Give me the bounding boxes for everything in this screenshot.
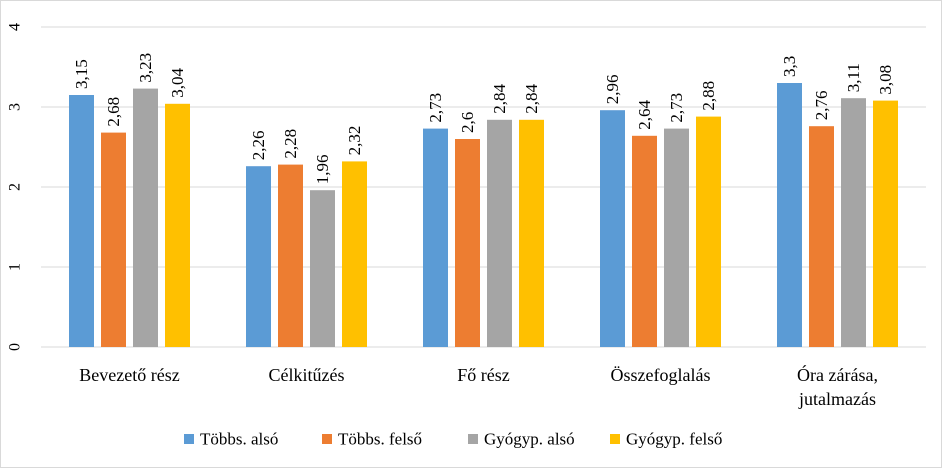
bar bbox=[696, 116, 721, 347]
data-label: 2,96 bbox=[603, 74, 622, 104]
y-axis: 0 1 2 3 4 bbox=[7, 23, 24, 351]
data-label: 2,84 bbox=[490, 84, 509, 114]
legend-label: Gyógyp. felső bbox=[626, 430, 722, 449]
data-label: 2,88 bbox=[699, 81, 718, 111]
legend-label: Gyógyp. alsó bbox=[484, 430, 575, 449]
y-tick-label: 4 bbox=[7, 23, 24, 31]
legend-label: Többs. felső bbox=[338, 430, 422, 449]
data-label: 2,73 bbox=[667, 93, 686, 123]
bar bbox=[165, 103, 190, 347]
bar bbox=[101, 132, 126, 347]
x-tick-label: Összefoglalás bbox=[611, 365, 711, 385]
legend-label: Többs. alsó bbox=[200, 430, 278, 449]
data-label: 3,11 bbox=[844, 63, 863, 92]
bar bbox=[455, 139, 480, 347]
y-tick-label: 2 bbox=[7, 183, 24, 191]
data-label: 2,26 bbox=[249, 130, 268, 160]
bar bbox=[600, 110, 625, 347]
data-label: 2,28 bbox=[281, 129, 300, 159]
data-label: 2,84 bbox=[522, 84, 541, 114]
data-label: 3,23 bbox=[136, 53, 155, 83]
data-label: 1,96 bbox=[313, 154, 332, 184]
x-tick-label: Fő rész bbox=[457, 365, 510, 385]
bar bbox=[133, 88, 158, 347]
data-label: 2,6 bbox=[458, 112, 477, 133]
y-tick-label: 1 bbox=[7, 263, 24, 271]
data-label: 2,68 bbox=[104, 97, 123, 127]
bar bbox=[423, 128, 448, 347]
x-tick-label: Óra zárása, bbox=[797, 364, 878, 385]
bar bbox=[809, 126, 834, 347]
data-label: 2,76 bbox=[812, 90, 831, 120]
x-tick-label: Célkitűzés bbox=[269, 365, 345, 385]
bar bbox=[69, 95, 94, 347]
data-labels: 3,15 2,26 2,73 2,96 3,3 2,68 2,28 2,6 2,64 2,76 3,… bbox=[72, 53, 895, 184]
x-tick-label: Bevezető rész bbox=[79, 365, 179, 385]
legend-swatch bbox=[322, 434, 332, 444]
data-label: 2,73 bbox=[426, 93, 445, 123]
x-axis: Bevezető rész Célkitűzés Fő rész Összefogla… bbox=[79, 364, 878, 409]
legend-swatch bbox=[184, 434, 194, 444]
bar bbox=[246, 166, 271, 347]
bar bbox=[310, 190, 335, 347]
bar bbox=[342, 161, 367, 347]
data-label: 3,3 bbox=[780, 56, 799, 77]
bars bbox=[69, 83, 898, 347]
y-tick-label: 0 bbox=[7, 343, 24, 351]
data-label: 3,08 bbox=[876, 65, 895, 95]
bar bbox=[632, 135, 657, 347]
data-label: 2,32 bbox=[345, 126, 364, 156]
legend: Többs. alsó Többs. felső Gyógyp. alsó Gyógy… bbox=[184, 430, 722, 449]
bar bbox=[278, 164, 303, 347]
bar bbox=[873, 100, 898, 347]
legend-swatch bbox=[468, 434, 478, 444]
bar bbox=[777, 83, 802, 347]
data-label: 2,64 bbox=[635, 100, 654, 130]
y-tick-label: 3 bbox=[7, 103, 24, 111]
bar bbox=[841, 98, 866, 347]
bar bbox=[664, 128, 689, 347]
data-label: 3,04 bbox=[168, 68, 187, 98]
data-label: 3,15 bbox=[72, 59, 91, 89]
legend-swatch bbox=[610, 434, 620, 444]
bar bbox=[519, 119, 544, 347]
bar bbox=[487, 119, 512, 347]
x-tick-label: jutalmazás bbox=[798, 389, 876, 409]
